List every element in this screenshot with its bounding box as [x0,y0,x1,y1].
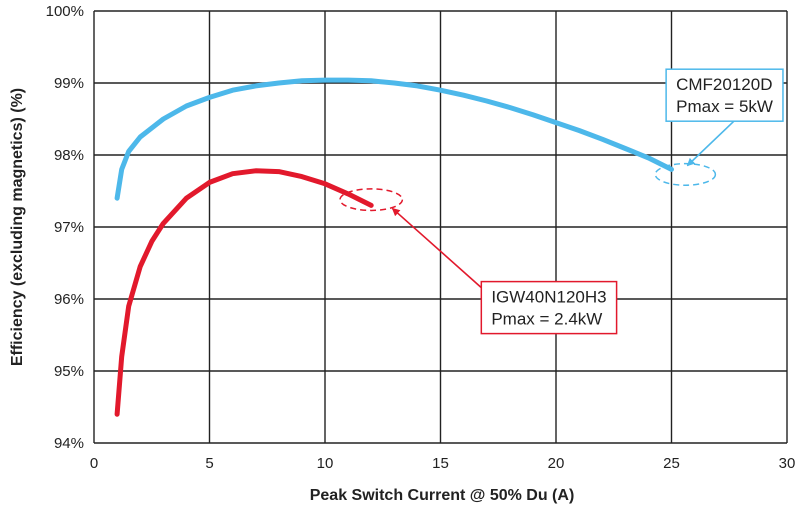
x-tick-label: 25 [663,455,680,472]
x-axis-ticks: 0 5 10 15 20 25 30 [90,455,796,472]
y-tick-label: 99% [54,75,84,92]
annotation-arrow [391,207,482,289]
annotation-label: Pmax = 5kW [676,97,773,116]
y-tick-label: 97% [54,219,84,236]
x-tick-label: 10 [317,455,334,472]
annotation-cmf: CMF20120D Pmax = 5kW [654,68,784,186]
annotations: CMF20120D Pmax = 5kW IGW40N120H3 Pmax = 2.4… [339,68,784,335]
y-tick-label: 94% [54,435,84,452]
annotation-label: Pmax = 2.4kW [491,310,602,329]
x-tick-label: 15 [432,455,449,472]
y-tick-label: 98% [54,147,84,164]
y-tick-label: 100% [46,3,84,20]
x-tick-label: 0 [90,455,98,472]
annotation-ellipse [654,162,717,186]
annotation-arrow [686,120,735,167]
x-tick-label: 5 [205,455,213,472]
series-line-cmf20120d [114,77,674,201]
y-tick-label: 95% [54,363,84,380]
series-lines [114,77,674,417]
annotation-box [480,280,618,335]
annotation-label: CMF20120D [676,75,772,94]
x-axis-title: Peak Switch Current @ 50% Du (A) [310,487,575,504]
x-tick-label: 30 [779,455,796,472]
series-line-igw40n120h3 [114,168,374,417]
annotation-igw: IGW40N120H3 Pmax = 2.4kW [339,188,618,335]
y-axis-ticks: 94% 95% 96% 97% 98% 99% 100% [46,3,84,452]
y-tick-label: 96% [54,291,84,308]
annotation-ellipse [339,188,404,212]
y-axis-title: Efficiency (excluding magnetics) (%) [9,88,26,366]
x-tick-label: 20 [548,455,565,472]
annotation-box [665,68,784,122]
annotation-label: IGW40N120H3 [491,288,606,307]
